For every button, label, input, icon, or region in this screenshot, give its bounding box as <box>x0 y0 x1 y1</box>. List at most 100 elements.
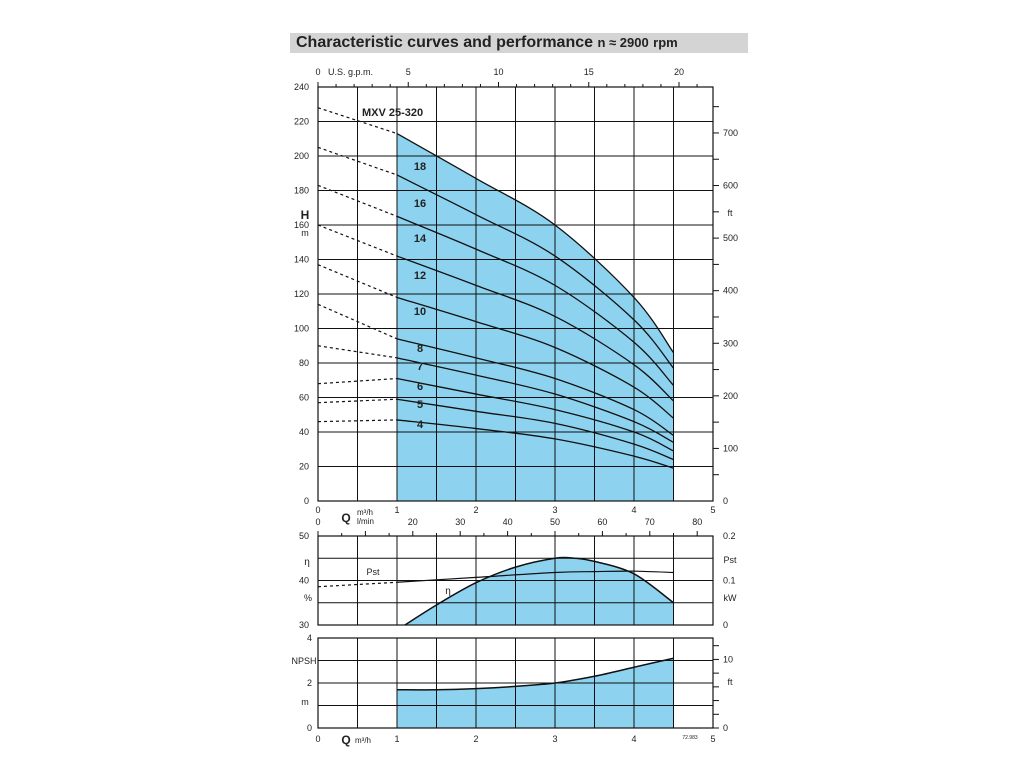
npsh-ft-label: ft <box>727 677 733 687</box>
h-tick-label: 220 <box>294 117 309 127</box>
kw-tick-label: 0.2 <box>723 531 736 541</box>
lmin-unit-label: l/min <box>357 517 374 526</box>
q-tick-label: 5 <box>710 505 715 515</box>
stage-curve-5 <box>396 398 674 461</box>
ft-tick-label: 100 <box>723 443 738 453</box>
gpm-tick-label: 10 <box>493 67 503 77</box>
lmin-tick-label: 0 <box>315 517 320 527</box>
npsh-tick-label: 0 <box>307 723 312 733</box>
stage-curve-16 <box>396 174 675 369</box>
plot-frame-main <box>317 86 714 502</box>
stage-label-4: 4 <box>417 419 424 431</box>
stage-curve-dashed-8 <box>317 303 398 340</box>
title-speed: n ≈ 2900 <box>597 35 649 50</box>
stage-curve-4 <box>396 419 674 469</box>
h-tick-label: 60 <box>299 393 309 403</box>
stage-curve-dashed-6 <box>317 377 398 385</box>
lmin-tick-label: 40 <box>503 517 513 527</box>
npsh-q-tick-label: 1 <box>394 734 399 744</box>
efficiency-curve <box>404 556 674 626</box>
percent-label: % <box>304 593 312 603</box>
stage-label-10: 10 <box>414 306 426 318</box>
stage-label-6: 6 <box>417 381 423 393</box>
ft-tick-label: 600 <box>723 181 738 191</box>
h-tick-label: 120 <box>294 289 309 299</box>
figure-code: 72.983 <box>682 735 698 741</box>
h-tick-label: 100 <box>294 324 309 334</box>
ft-tick-label: 700 <box>723 128 738 138</box>
npsh-q-tick-label: 2 <box>473 734 478 744</box>
h-tick-label: 180 <box>294 186 309 196</box>
gpm-tick-label: 15 <box>584 67 594 77</box>
ft-tick-label: 200 <box>723 391 738 401</box>
title-text: Characteristic curves and performance <box>296 34 594 51</box>
title-bar: Characteristic curves and performance n … <box>290 33 748 53</box>
lmin-tick-label: 70 <box>645 517 655 527</box>
stage-label-14: 14 <box>414 233 427 245</box>
h-tick-label: 160 <box>294 220 309 230</box>
eta-tick-label: 50 <box>299 531 309 541</box>
q-tick-label: 1 <box>394 505 399 515</box>
gpm-tick-label: 20 <box>674 67 684 77</box>
h-unit-label: m <box>301 228 309 238</box>
stage-curve-14 <box>396 215 674 386</box>
stage-curve-dashed-7 <box>317 345 398 359</box>
npsh-q-tick-label: 4 <box>631 734 636 744</box>
eta-tick-label: 30 <box>299 620 309 630</box>
stage-curve-dashed-10 <box>317 264 398 299</box>
title-unit: rpm <box>653 35 678 50</box>
h-axis-label: H <box>301 208 310 222</box>
h-tick-label: 200 <box>294 151 309 161</box>
stage-label-12: 12 <box>414 270 426 282</box>
npsh-q-tick-label: 5 <box>710 734 715 744</box>
npsh-fill <box>397 658 674 728</box>
ft-tick-label: 300 <box>723 338 738 348</box>
lmin-tick-label: 20 <box>408 517 418 527</box>
plot-frame-efficiency <box>317 535 714 626</box>
stage-curve-12 <box>396 255 674 402</box>
efficiency-fill <box>404 557 674 625</box>
stage-label-16: 16 <box>414 198 426 210</box>
npsh-unit-label: m <box>301 697 309 707</box>
gpm-tick-label: 0 <box>315 67 320 77</box>
h-tick-label: 20 <box>299 462 309 472</box>
lmin-tick-label: 50 <box>550 517 560 527</box>
lmin-tick-label: 30 <box>455 517 465 527</box>
npsh-axis-label: NPSH <box>291 656 316 666</box>
h-tick-label: 140 <box>294 255 309 265</box>
q-axis-label: Q <box>341 511 350 525</box>
kw-tick-label: 0.1 <box>723 576 736 586</box>
ft-axis-label: ft <box>727 208 733 218</box>
kw-label: kW <box>724 593 738 603</box>
eta-axis-label: η <box>304 557 310 568</box>
stage-curve-dashed-18 <box>317 107 398 135</box>
q-tick-label: 0 <box>315 505 320 515</box>
stage-label-7: 7 <box>417 361 423 373</box>
lmin-tick-label: 80 <box>692 517 702 527</box>
gpm-axis-label: U.S. g.p.m. <box>328 67 373 77</box>
q-unit-label: m³/h <box>357 508 373 517</box>
npsh-q-tick-label: 0 <box>315 734 320 744</box>
lmin-tick-label: 60 <box>597 517 607 527</box>
eta-curve-label: η <box>445 586 451 597</box>
pst-axis-label: Pst <box>723 555 737 565</box>
stage-curve-dashed-14 <box>317 184 398 217</box>
stage-curve-dashed-12 <box>317 224 398 257</box>
npsh-q-tick-label: 3 <box>552 734 557 744</box>
stage-curve-dashed-16 <box>317 146 398 176</box>
npsh-tick-label: 2 <box>307 678 312 688</box>
h-tick-label: 0 <box>304 496 309 506</box>
npsh-q-axis-label: Q <box>341 733 350 747</box>
kw-tick-label: 0 <box>723 620 728 630</box>
model-label: MXV 25-320 <box>362 107 423 119</box>
power-curve-dashed <box>317 581 398 588</box>
stage-curve-7 <box>396 357 674 443</box>
q-tick-label: 4 <box>631 505 636 515</box>
h-tick-label: 80 <box>299 358 309 368</box>
h-tick-label: 40 <box>299 427 309 437</box>
stage-curve-8 <box>396 338 674 436</box>
stage-label-5: 5 <box>417 399 423 411</box>
h-tick-label: 240 <box>294 82 309 92</box>
ft-tick-label: 500 <box>723 233 738 243</box>
gpm-tick-label: 5 <box>406 67 411 77</box>
